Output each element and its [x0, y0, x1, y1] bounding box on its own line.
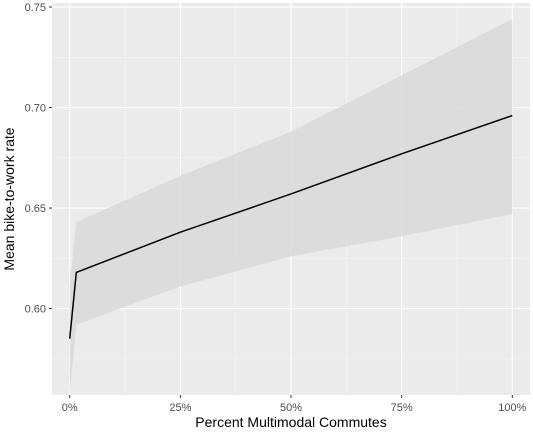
- x-tick-label: 0%: [62, 402, 78, 414]
- confidence-band-layer: [69, 19, 513, 395]
- x-axis-title: Percent Multimodal Commutes: [195, 414, 386, 430]
- y-tick-label: 0.60: [25, 304, 46, 316]
- y-axis-title: Mean bike-to-work rate: [1, 127, 17, 270]
- line-layer: [68, 114, 513, 339]
- axes: 0% 25% 50% 75% 100% 0.60 0.65 0.70 0.75: [25, 2, 527, 414]
- y-tick-label: 0.70: [25, 103, 46, 115]
- y-tick-label: 0.75: [25, 2, 46, 14]
- x-tick-label: 100%: [498, 402, 526, 414]
- x-tick-label: 50%: [280, 402, 302, 414]
- trend-line: [68, 114, 513, 339]
- confidence-band: [69, 19, 513, 395]
- y-tick-label: 0.65: [25, 203, 46, 215]
- x-tick-label: 75%: [391, 402, 413, 414]
- x-tick-label: 25%: [169, 402, 191, 414]
